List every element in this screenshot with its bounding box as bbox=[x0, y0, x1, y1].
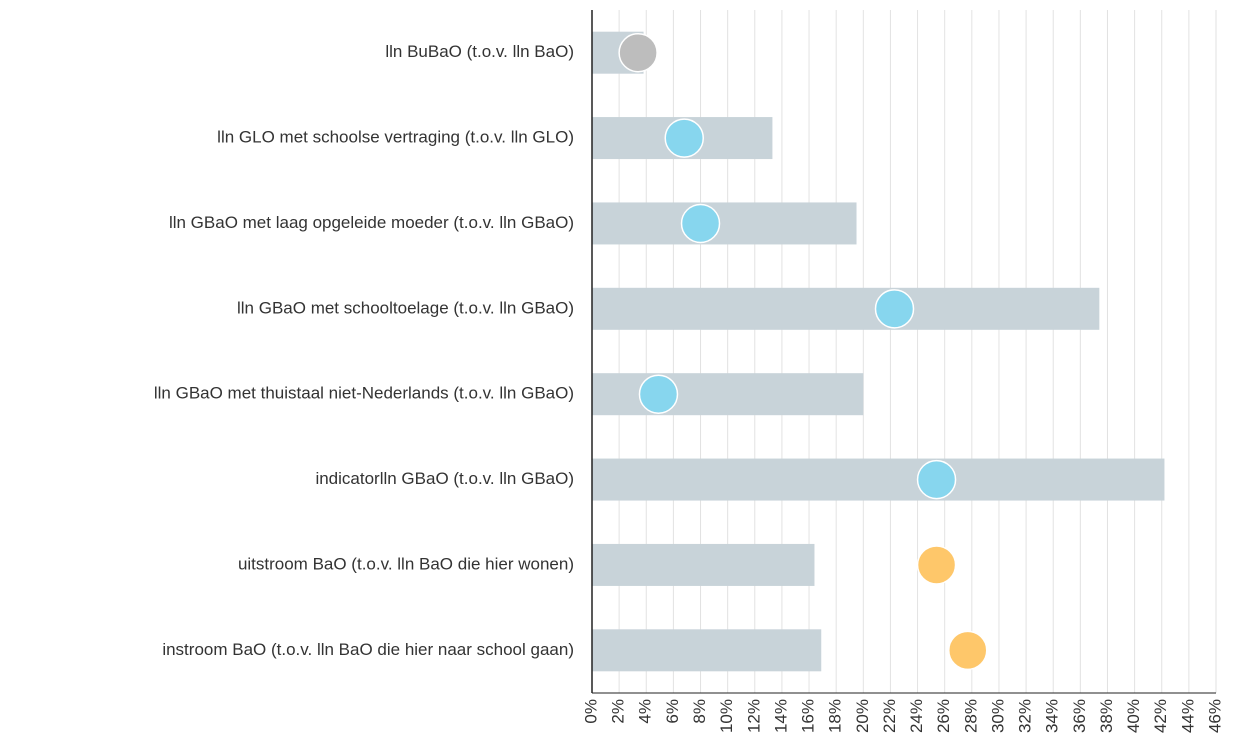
x-tick-label: 44% bbox=[1178, 699, 1197, 733]
dot bbox=[948, 630, 988, 671]
x-tick-label: 12% bbox=[744, 699, 763, 733]
x-tick-label: 22% bbox=[880, 699, 899, 733]
dot bbox=[916, 459, 957, 500]
category-label: uitstroom BaO (t.o.v. lln BaO die hier w… bbox=[238, 554, 574, 573]
x-tick-label: 46% bbox=[1205, 699, 1224, 733]
bar bbox=[592, 629, 822, 672]
x-tick-label: 18% bbox=[826, 699, 845, 733]
bar bbox=[592, 458, 1165, 501]
x-tick-label: 34% bbox=[1043, 699, 1062, 733]
x-tick-label: 36% bbox=[1070, 699, 1089, 733]
x-tick-label: 24% bbox=[907, 699, 926, 733]
dot bbox=[638, 374, 679, 414]
x-tick-label: 2% bbox=[609, 699, 628, 724]
x-tick-label: 10% bbox=[717, 699, 736, 733]
bar bbox=[592, 543, 815, 586]
x-tick-label: 26% bbox=[934, 699, 953, 733]
x-tick-label: 4% bbox=[636, 699, 655, 724]
x-tick-label: 0% bbox=[581, 699, 600, 724]
bar bbox=[592, 202, 857, 245]
x-tick-label: 42% bbox=[1151, 699, 1170, 733]
x-tick-label: 32% bbox=[1016, 699, 1035, 733]
category-label: indicatorlln GBaO (t.o.v. lln GBaO) bbox=[315, 469, 574, 488]
category-label: lln GBaO met schooltoelage (t.o.v. lln G… bbox=[237, 298, 574, 317]
dot bbox=[664, 118, 704, 158]
x-tick-label: 28% bbox=[961, 699, 980, 733]
dot bbox=[874, 289, 915, 329]
x-tick-label: 40% bbox=[1124, 699, 1143, 733]
x-tick-label: 20% bbox=[853, 699, 872, 733]
dot bbox=[916, 545, 957, 585]
grid bbox=[591, 10, 1217, 693]
category-label: lln GBaO met thuistaal niet-Nederlands (… bbox=[154, 384, 574, 403]
category-label: lln BuBaO (t.o.v. lln BaO) bbox=[385, 42, 574, 61]
category-label: lln GBaO met laag opgeleide moeder (t.o.… bbox=[169, 213, 574, 232]
category-label: instroom BaO (t.o.v. lln BaO die hier na… bbox=[162, 640, 574, 659]
x-tick-label: 30% bbox=[988, 699, 1007, 733]
x-tick-label: 14% bbox=[771, 699, 790, 733]
category-label: lln GLO met schoolse vertraging (t.o.v. … bbox=[217, 128, 574, 147]
x-tick-label: 6% bbox=[663, 699, 682, 724]
x-tick-label: 8% bbox=[690, 699, 709, 724]
dot bbox=[618, 32, 658, 73]
bar bbox=[592, 373, 864, 416]
x-tick-label: 38% bbox=[1097, 699, 1116, 733]
x-tick-label: 16% bbox=[799, 699, 818, 733]
marks bbox=[592, 31, 1165, 672]
dot bbox=[680, 203, 721, 244]
bar bbox=[592, 287, 1100, 330]
